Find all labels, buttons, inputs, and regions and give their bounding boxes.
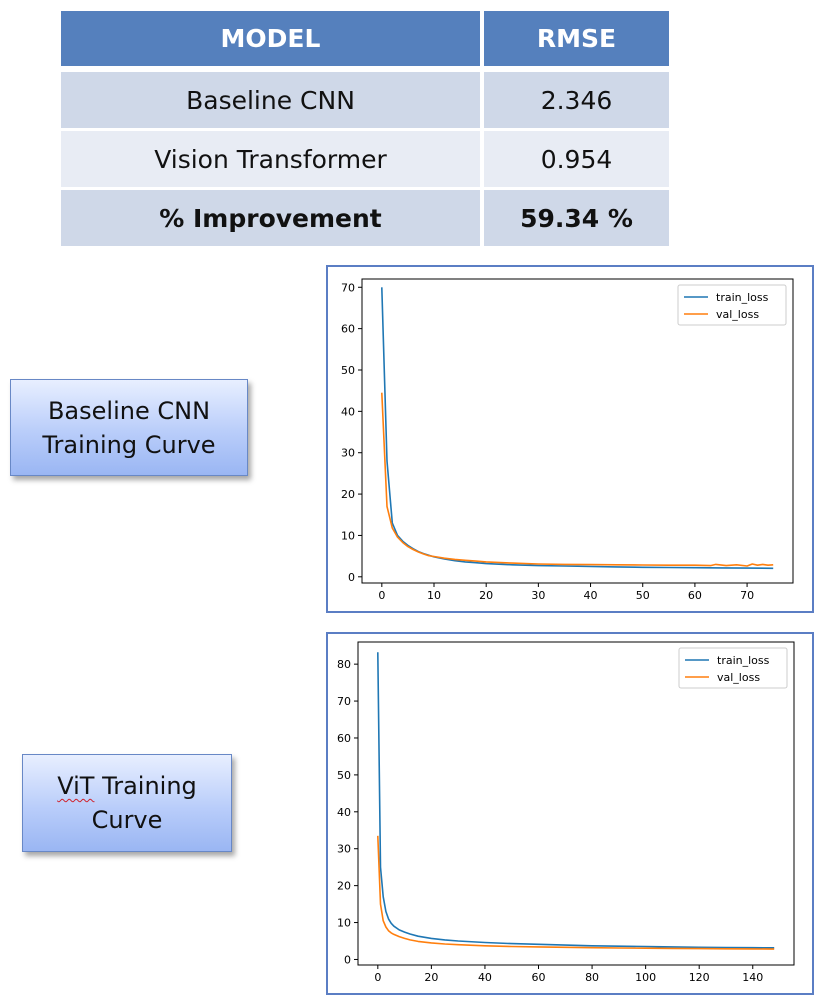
vit-y-tick-label: 10 <box>337 917 351 930</box>
cnn-label-line1: Baseline CNN <box>47 396 211 425</box>
header-model: MODEL <box>61 11 480 66</box>
header-divider <box>61 66 669 69</box>
cnn-x-tick-label: 70 <box>740 589 754 602</box>
vit-y-tick-label: 80 <box>337 658 351 671</box>
cnn-legend <box>677 284 787 326</box>
vit-plot-area <box>357 641 795 966</box>
vit-curve-label: ViT Training Curve <box>22 754 232 852</box>
cnn-x-tick-label: 0 <box>378 589 385 602</box>
vit-chart-frame: 0 20 40 60 80 100 120 140 0 10 20 30 40 50 60 70 80 train… <box>326 632 814 995</box>
model-cell: Vision Transformer <box>61 131 480 187</box>
vit-training-chart: 0 20 40 60 80 100 120 140 0 10 20 30 40 50 60 70 80 train… <box>337 641 795 984</box>
cnn-y-tick-label: 50 <box>341 364 355 377</box>
model-cell: Baseline CNN <box>61 72 480 128</box>
vit-x-tick-label: 60 <box>532 971 546 984</box>
cnn-y-tick-label: 0 <box>348 571 355 584</box>
cnn-label-line2: Training Curve <box>42 430 216 459</box>
vit-x-tick-label: 140 <box>742 971 763 984</box>
model-cell: % Improvement <box>61 190 480 246</box>
cnn-val-loss-line <box>381 392 774 567</box>
vit-x-tick-label: 100 <box>635 971 656 984</box>
cnn-train-loss-line <box>381 287 774 570</box>
cnn-y-tick-label: 10 <box>341 529 355 542</box>
rmse-cell: 2.346 <box>484 72 669 128</box>
cnn-x-tick-label: 30 <box>531 589 545 602</box>
vit-x-tick-label: 40 <box>478 971 492 984</box>
vit-y-tick-label: 20 <box>337 880 351 893</box>
rmse-cell: 59.34 % <box>484 190 669 246</box>
cnn-x-tick-label: 40 <box>584 589 598 602</box>
cnn-x-tick-label: 10 <box>427 589 441 602</box>
vit-x-tick-label: 80 <box>585 971 599 984</box>
vit-legend-label-train-loss: train_loss <box>717 654 770 667</box>
cnn-curve-label: Baseline CNN Training Curve <box>10 379 248 476</box>
vit-label-line2: Curve <box>91 806 163 834</box>
vit-y-tick-label: 0 <box>344 953 351 966</box>
vit-y-tick-label: 40 <box>337 806 351 819</box>
cnn-legend-label-val-loss: val_loss <box>716 308 759 321</box>
vit-y-tick-label: 50 <box>337 769 351 782</box>
vit-legend <box>678 647 788 689</box>
vit-x-tick-label: 120 <box>689 971 710 984</box>
vit-word: ViT <box>57 772 95 800</box>
vit-x-tick-label: 20 <box>424 971 438 984</box>
header-rmse: RMSE <box>484 11 669 66</box>
cnn-y-tick-label: 70 <box>341 281 355 294</box>
cnn-chart-frame: 0 10 20 30 40 50 60 70 0 10 20 30 40 50 60 70 train_loss… <box>326 265 814 613</box>
cnn-y-tick-label: 60 <box>341 323 355 336</box>
vit-y-tick-label: 30 <box>337 843 351 856</box>
cnn-y-tick-label: 20 <box>341 488 355 501</box>
cnn-x-tick-label: 50 <box>636 589 650 602</box>
vit-train-loss-line <box>377 652 775 949</box>
cnn-y-tick-label: 40 <box>341 405 355 418</box>
vit-label-rest: Training <box>94 772 197 800</box>
vit-y-tick-label: 60 <box>337 732 351 745</box>
cnn-x-tick-label: 20 <box>479 589 493 602</box>
cnn-legend-label-train-loss: train_loss <box>716 291 769 304</box>
vit-val-loss-line <box>377 835 775 950</box>
cnn-y-tick-label: 30 <box>341 447 355 460</box>
cnn-plot-area <box>361 278 794 584</box>
vit-y-tick-label: 70 <box>337 695 351 708</box>
vit-label-line1: ViT Training <box>57 769 197 803</box>
rmse-cell: 0.954 <box>484 131 669 187</box>
vit-x-tick-label: 0 <box>374 971 381 984</box>
cnn-x-tick-label: 60 <box>688 589 702 602</box>
vit-legend-label-val-loss: val_loss <box>717 671 760 684</box>
cnn-training-chart: 0 10 20 30 40 50 60 70 0 10 20 30 40 50 60 70 train_loss… <box>341 278 794 602</box>
